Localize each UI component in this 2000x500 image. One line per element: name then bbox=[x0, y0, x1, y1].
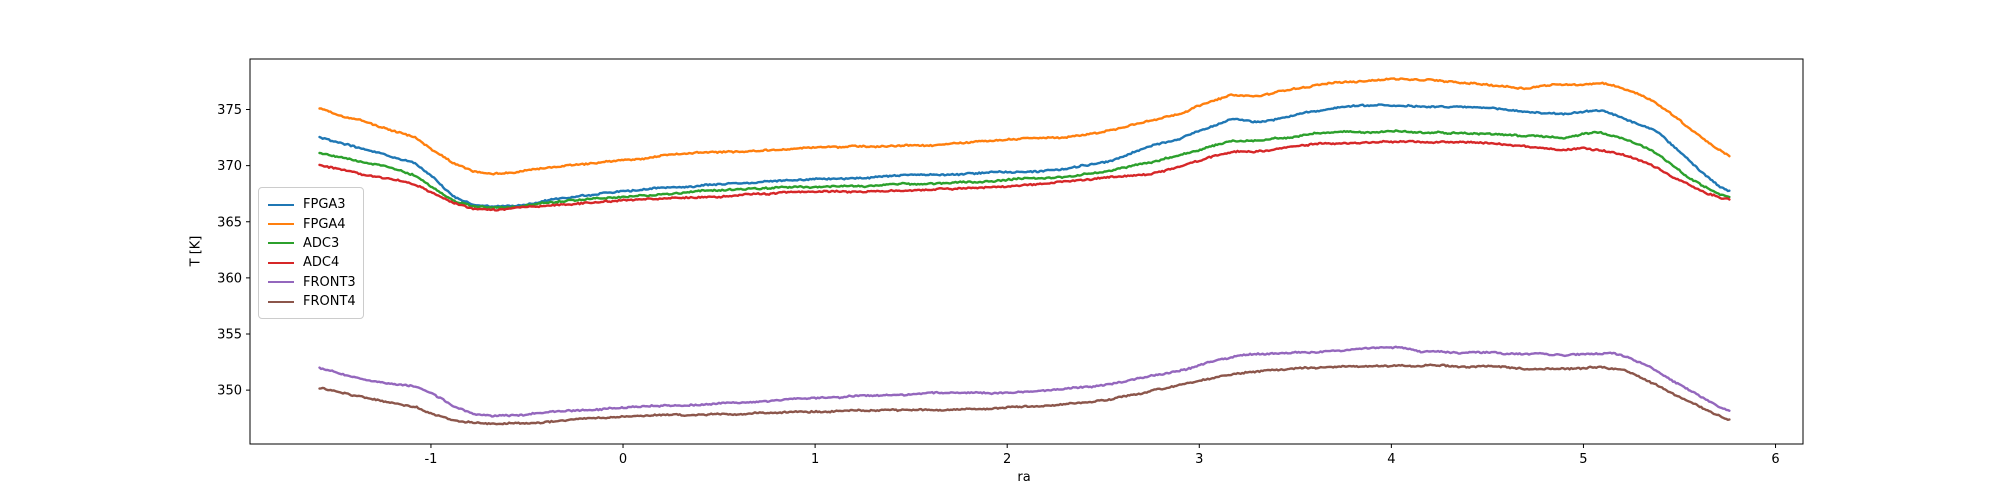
series-line-fpga3 bbox=[318, 103, 1731, 208]
series-line-adc3 bbox=[318, 129, 1731, 210]
legend-line-swatch bbox=[268, 203, 294, 206]
y-tick-label: 360 bbox=[217, 271, 242, 286]
legend-label: FPGA3 bbox=[303, 197, 346, 213]
plot-area bbox=[250, 59, 1803, 444]
legend-line-swatch bbox=[268, 281, 294, 284]
y-tick-label: 350 bbox=[217, 384, 242, 399]
legend-label: FPGA4 bbox=[303, 216, 346, 232]
legend-line-swatch bbox=[268, 242, 294, 245]
legend-line-swatch bbox=[268, 223, 294, 226]
legend-label: FRONT3 bbox=[303, 274, 356, 290]
x-tick-label: 3 bbox=[1195, 452, 1203, 467]
x-tick-label: 2 bbox=[1003, 452, 1011, 467]
legend-line-swatch bbox=[268, 300, 294, 303]
legend-item-front3: FRONT3 bbox=[268, 273, 356, 292]
y-tick-label: 375 bbox=[217, 103, 242, 118]
series-line-front3 bbox=[318, 345, 1731, 418]
y-tick-label: 365 bbox=[217, 215, 242, 230]
axes-spines bbox=[249, 58, 1804, 445]
x-tick-label: 6 bbox=[1771, 452, 1779, 467]
legend-label: ADC4 bbox=[303, 255, 340, 271]
legend-item-fpga4: FPGA4 bbox=[268, 214, 354, 233]
x-tick-label: 5 bbox=[1579, 452, 1587, 467]
legend-item-adc3: ADC3 bbox=[268, 234, 354, 253]
legend-label: FRONT4 bbox=[303, 294, 356, 310]
series-line-adc4 bbox=[318, 139, 1731, 212]
series-line-fpga4 bbox=[318, 77, 1731, 176]
x-tick-label: 0 bbox=[619, 452, 627, 467]
x-axis-label: ra bbox=[1017, 470, 1031, 485]
y-tick-label: 370 bbox=[217, 159, 242, 174]
legend-item-adc4: ADC4 bbox=[268, 253, 354, 272]
x-tick-label: 1 bbox=[811, 452, 819, 467]
y-tick-label: 355 bbox=[217, 328, 242, 343]
legend-item-fpga3: FPGA3 bbox=[268, 195, 354, 214]
series-line-front4 bbox=[318, 363, 1731, 426]
legend-item-front4: FRONT4 bbox=[268, 292, 356, 311]
legend-line-swatch bbox=[268, 261, 294, 264]
legend-label: ADC3 bbox=[303, 235, 340, 251]
legend: FPGA3 FPGA4 ADC3 ADC4 FRONT3 FRONT4 bbox=[258, 187, 364, 320]
y-axis-label: T [K] bbox=[188, 235, 204, 267]
x-tick-label: -1 bbox=[424, 452, 437, 467]
x-tick-label: 4 bbox=[1387, 452, 1395, 467]
